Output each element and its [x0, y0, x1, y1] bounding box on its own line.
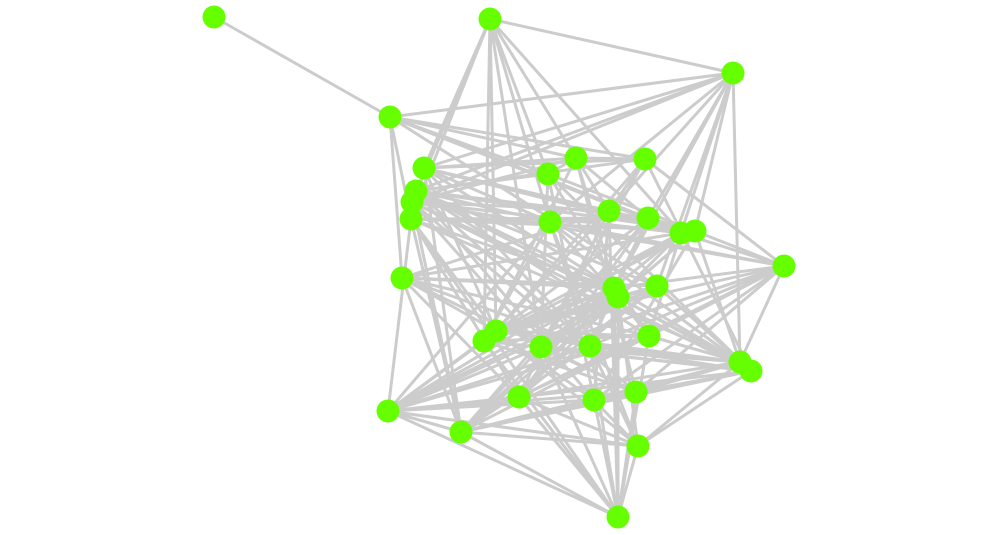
edge [489, 17, 734, 75]
edge [592, 230, 697, 401]
edge [495, 329, 650, 338]
edge [459, 217, 650, 433]
edge [518, 395, 639, 448]
edge [539, 346, 620, 518]
edge [389, 115, 577, 160]
edge [400, 276, 521, 399]
node[interactable] [578, 334, 602, 358]
edge [637, 369, 752, 448]
node[interactable] [624, 380, 648, 404]
edge [488, 18, 611, 212]
edge [388, 116, 404, 279]
node[interactable] [400, 190, 424, 214]
edge [401, 209, 610, 280]
edge [387, 409, 619, 519]
node[interactable] [478, 7, 502, 31]
edge [546, 172, 753, 373]
node[interactable] [472, 329, 496, 353]
edge [488, 18, 683, 234]
node[interactable] [721, 61, 745, 85]
edge [387, 339, 485, 413]
node[interactable] [633, 147, 657, 171]
edge [616, 391, 638, 518]
edge [643, 158, 753, 372]
edge [488, 18, 498, 332]
edge [731, 72, 742, 363]
edge [386, 218, 413, 412]
edge [635, 264, 785, 394]
edge [409, 218, 620, 518]
node[interactable] [683, 219, 707, 243]
edge [410, 217, 615, 290]
edge [459, 345, 543, 434]
node[interactable] [637, 324, 661, 348]
node[interactable] [412, 156, 436, 180]
edge-layer [213, 15, 786, 519]
edge [613, 286, 741, 364]
node[interactable] [606, 505, 630, 529]
edge [575, 156, 646, 161]
edge [655, 72, 735, 287]
edge [401, 231, 682, 280]
edge [387, 409, 639, 448]
edge [387, 334, 650, 413]
edge [738, 265, 786, 363]
edge [694, 229, 785, 268]
edge [518, 360, 741, 399]
node[interactable] [564, 146, 588, 170]
edge [693, 230, 742, 363]
edge [592, 399, 620, 518]
node[interactable] [772, 254, 796, 278]
edge [387, 345, 542, 413]
edge [460, 430, 639, 448]
edge [494, 209, 611, 333]
edge [460, 284, 658, 434]
node[interactable] [538, 210, 562, 234]
edge [411, 71, 734, 204]
edge [423, 157, 646, 170]
edge [483, 334, 650, 343]
edge [213, 15, 391, 119]
node-layer [202, 5, 796, 529]
edge [409, 218, 463, 433]
edge [389, 71, 734, 119]
edge [517, 396, 620, 518]
edge [415, 157, 646, 193]
edge [483, 216, 649, 343]
node[interactable] [202, 5, 226, 29]
edge [411, 200, 610, 213]
node[interactable] [739, 359, 763, 383]
node[interactable] [626, 434, 650, 458]
node[interactable] [636, 206, 660, 230]
edge [488, 18, 552, 223]
node[interactable] [449, 420, 473, 444]
node[interactable] [597, 199, 621, 223]
node[interactable] [378, 105, 402, 129]
node[interactable] [536, 162, 560, 186]
node[interactable] [507, 385, 531, 409]
edge [644, 157, 785, 268]
node[interactable] [606, 285, 630, 309]
edge [549, 71, 734, 224]
node[interactable] [399, 207, 423, 231]
node[interactable] [390, 266, 414, 290]
edge [460, 334, 650, 434]
edge [648, 334, 741, 364]
edge [460, 430, 619, 519]
edge [616, 445, 640, 518]
node[interactable] [529, 335, 553, 359]
edge [495, 231, 682, 333]
node[interactable] [582, 388, 606, 412]
node[interactable] [645, 274, 669, 298]
node[interactable] [376, 399, 400, 423]
edge [387, 409, 462, 434]
edge [414, 190, 596, 401]
edge [389, 115, 646, 161]
edge [423, 166, 551, 224]
edge [693, 72, 735, 232]
